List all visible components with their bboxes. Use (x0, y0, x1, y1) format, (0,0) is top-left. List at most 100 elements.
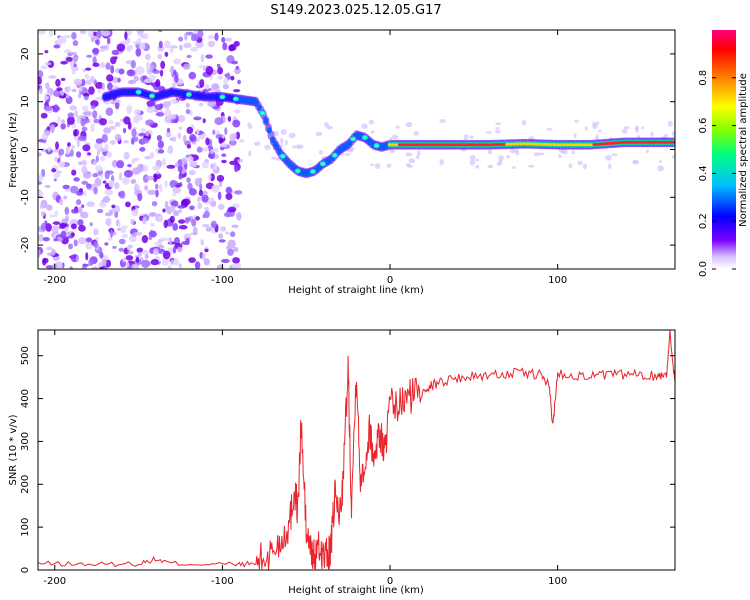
spectrogram-noise-blob (55, 141, 59, 150)
spectrogram-noise-blob (204, 248, 209, 253)
spectrogram-noise-blob (111, 204, 116, 209)
spectrogram-ridge-mid (266, 127, 272, 134)
spectrogram-noise-blob (475, 158, 480, 162)
spectrogram-noise-blob (573, 133, 577, 139)
spectrogram-ridge-core (421, 143, 426, 147)
spectrogram-noise-blob (198, 189, 204, 197)
spectrogram-noise-blob (56, 236, 63, 242)
spectrogram-noise-blob (225, 231, 230, 235)
spectrogram-noise-blob (239, 139, 245, 143)
spectrogram-noise-blob (60, 60, 68, 65)
spectrogram-noise-blob (214, 32, 219, 41)
spectrogram-noise-blob (528, 164, 535, 168)
spectrogram-noise-blob (114, 100, 120, 110)
spectrogram-noise-blob (96, 30, 102, 39)
spectrogram-noise-blob (196, 128, 200, 135)
spectrogram-noise-blob (82, 105, 89, 112)
spectrogram-noise-blob (189, 161, 198, 168)
spectrogram-noise-blob (164, 108, 172, 118)
spectrogram-noise-blob (182, 134, 187, 143)
spectrogram-noise-blob (47, 146, 51, 152)
spectrogram-noise-blob (176, 246, 183, 253)
spectrogram-noise-blob (92, 47, 100, 54)
spectrogram-noise-blob (108, 120, 114, 125)
spectrogram-noise-blob (157, 140, 165, 149)
spectrogram-noise-blob (180, 157, 188, 165)
spectrogram-noise-blob (611, 153, 618, 157)
spectrogram-noise-blob (205, 137, 210, 146)
spectrogram-noise-blob (190, 46, 199, 52)
spectrogram-ridge-core (531, 142, 537, 146)
spectrogram-noise-blob (78, 86, 83, 92)
spectrogram-noise-blob (159, 69, 164, 77)
spectrogram-noise-blob (160, 60, 166, 70)
spectrogram-noise-blob (533, 152, 541, 157)
spectrogram-noise-blob (118, 247, 124, 252)
spectrogram-noise-blob (233, 190, 243, 195)
spectrogram-noise-blob (38, 173, 43, 182)
spectrogram-noise-blob (233, 247, 239, 252)
spectrogram-noise-blob (178, 80, 183, 84)
spectrogram-noise-blob (248, 150, 252, 157)
colorbar: 0.0 0.2 0.4 0.6 0.8 Normalized spectral ampl… (698, 30, 749, 277)
spectrogram-noise-blob (191, 33, 199, 41)
spectrogram-noise-blob (126, 104, 133, 114)
spectrogram-noise-blob (82, 68, 86, 73)
spectrogram-noise-blob (217, 75, 224, 80)
spectrogram-noise-blob (81, 78, 86, 87)
spectrogram-noise-blob (214, 117, 224, 126)
spectrogram-noise-blob (69, 51, 77, 55)
spectrogram-noise-blob (218, 137, 223, 145)
spectrogram-noise-blob (70, 223, 77, 230)
spectrogram-noise-blob (146, 106, 155, 113)
spectrogram-ridge-core (666, 140, 671, 144)
spectrogram-noise-blob (85, 240, 93, 250)
spectrogram-noise-blob (122, 256, 126, 263)
spectrogram-noise-blob (101, 82, 105, 91)
spectrogram-noise-blob (118, 68, 125, 75)
spectrogram-noise-blob (230, 75, 235, 81)
spectrogram-noise-blob (123, 151, 130, 160)
spectrogram-noise-blob (141, 235, 149, 244)
spectrogram-noise-blob (463, 134, 469, 141)
spectrogram-ridge-core (548, 143, 554, 146)
spectrogram-noise-blob (106, 151, 113, 158)
spectrogram-ridge-core (572, 143, 577, 147)
spectrogram-noise-blob (228, 139, 237, 146)
spectrogram-noise-blob (188, 169, 196, 176)
spectrogram-noise-blob (138, 251, 142, 257)
spectrogram-noise-blob (113, 99, 122, 103)
spectrogram-noise-blob (148, 230, 157, 238)
spectrogram-noise-blob (67, 112, 75, 118)
spectrogram-noise-blob (97, 88, 102, 94)
spectrogram-noise-blob (71, 32, 77, 40)
spectrogram-noise-blob (207, 40, 216, 48)
spectrogram-noise-blob (38, 249, 41, 258)
spectrogram-noise-blob (44, 62, 52, 66)
spectrogram-noise-blob (147, 189, 156, 195)
spectrogram-noise-blob (413, 131, 420, 136)
spectrogram-noise-blob (189, 205, 195, 211)
spectrogram-noise-blob (138, 132, 146, 137)
colorbar-label: Normalized spectral amplitude (738, 73, 749, 227)
spectrogram-noise-blob (73, 129, 78, 137)
spectrogram-ridge-core (538, 142, 544, 146)
spectrogram-ridge-core (659, 140, 664, 144)
spectrogram-ridge-core (407, 143, 413, 147)
spectrogram-noise-blob (485, 131, 493, 134)
spectrogram-ridge-core (652, 140, 658, 144)
spectrogram-noise-blob (167, 148, 172, 154)
spectrogram-noise-blob (186, 144, 192, 149)
spectrogram-noise-blob (199, 183, 203, 192)
spectrogram-noise-blob (568, 163, 573, 169)
spectrogram-noise-blob (391, 134, 398, 140)
spectrogram-ridge-core (535, 142, 540, 146)
spectrogram-noise-blob (138, 42, 146, 50)
spectrogram-ridge-mid (256, 104, 262, 111)
spectrogram-ridge-core (545, 143, 550, 146)
spectrogram-noise-blob (81, 180, 89, 185)
spectrogram-noise-blob (117, 227, 122, 231)
spectrogram-noise-blob (116, 43, 126, 52)
spectrogram-noise-blob (99, 201, 107, 208)
spectrogram-noise-blob (235, 131, 241, 140)
